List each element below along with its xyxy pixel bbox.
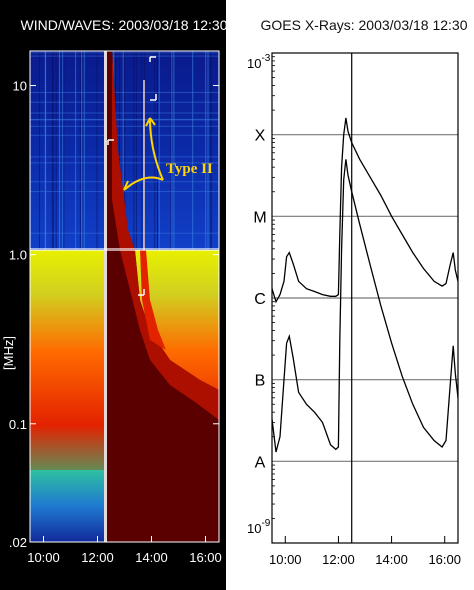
- right-x-tick-label: 10:00: [269, 552, 302, 567]
- left-y-tick-label: 0.1: [9, 417, 27, 432]
- left-y-ticks: 10 1.0 0.1 .02: [9, 79, 219, 550]
- spectrogram-band: [30, 55, 219, 57]
- right-x-tick-label: 16:00: [428, 552, 461, 567]
- burst-white-line-1: [104, 51, 107, 542]
- spectrogram-streak: [81, 51, 83, 250]
- left-x-tick-label: 14:00: [135, 550, 168, 565]
- right-x-tick-label: 12:00: [322, 552, 355, 567]
- left-x-tick-label: 16:00: [189, 550, 222, 565]
- spectrogram-streak: [83, 51, 85, 250]
- right-y-exponent-top-sup: -3: [261, 53, 270, 64]
- spectrogram-band: [30, 91, 219, 93]
- right-class-grid: [272, 134, 458, 462]
- spectrogram-streak: [55, 51, 57, 250]
- spectrogram-streak: [135, 51, 137, 250]
- spectrogram-band: [30, 162, 219, 164]
- right-y-exponent-bottom-base: 10: [247, 521, 261, 536]
- right-x-ticks: 10:00 12:00 14:00 16:00: [269, 536, 461, 567]
- spectrogram-streak: [207, 51, 209, 250]
- left-chart-title: WIND/WAVES: 2003/03/18 12:30: [21, 17, 228, 33]
- spectrogram-streak: [62, 51, 64, 250]
- right-y-ticks: X M C B A: [253, 56, 275, 519]
- spectrogram-streak: [45, 51, 47, 250]
- spectrogram-band: [30, 119, 219, 121]
- left-x-ticks: 10:00 12:00 14:00 16:00: [27, 536, 222, 565]
- spectrogram-streak: [133, 51, 135, 250]
- spectrogram-streak: [51, 51, 53, 250]
- spectrogram-streak: [96, 51, 98, 250]
- spectrogram-streak: [63, 51, 65, 250]
- class-label: B: [255, 373, 266, 390]
- left-y-axis-label: [MHz]: [1, 336, 16, 370]
- band-divider: [30, 248, 219, 251]
- spectrogram-streak: [52, 51, 54, 250]
- spectrogram-streak: [124, 51, 126, 250]
- spectrogram-streak: [59, 51, 60, 250]
- type-ii-annotation: Type II: [107, 56, 213, 296]
- spectrogram-band: [30, 191, 219, 193]
- spectrogram-band: [30, 101, 219, 103]
- spectrogram-streak: [39, 51, 40, 250]
- right-y-exponent-top: 10-3: [247, 53, 271, 71]
- right-x-tick-label: 14:00: [375, 552, 408, 567]
- burst-white-line-2: [143, 80, 145, 250]
- right-y-exponent-bottom-sup: -9: [261, 518, 270, 529]
- xray-series-group: [272, 117, 458, 453]
- spectrogram-streak: [157, 51, 158, 250]
- class-label: C: [254, 291, 266, 308]
- right-chart-title: GOES X-Rays: 2003/03/18 12:30: [260, 17, 467, 33]
- xray-series-line-1: [272, 117, 458, 304]
- spectrogram-streak: [158, 51, 160, 250]
- spectrogram-streak: [79, 51, 81, 250]
- spectrogram-band: [30, 181, 219, 183]
- spectrogram-streak: [210, 51, 212, 250]
- low-floor: [30, 470, 104, 542]
- spectrogram-streak: [170, 51, 172, 250]
- spectrogram-band: [30, 134, 219, 136]
- spectrogram-streak: [173, 51, 175, 250]
- bracket-bottom-icon: [107, 139, 145, 296]
- spectrogram-frame: [29, 50, 220, 543]
- class-label: A: [255, 454, 266, 471]
- arrow-icon: [123, 117, 164, 191]
- right-y-exponent-top-base: 10: [247, 56, 261, 71]
- left-x-tick-label: 10:00: [27, 550, 60, 565]
- spectrogram-band: [30, 125, 219, 127]
- class-label: X: [255, 128, 266, 145]
- left-y-tick-label: .02: [9, 535, 27, 550]
- spectrogram-streak: [119, 51, 120, 250]
- spectrogram-streak: [205, 51, 207, 250]
- class-label: M: [253, 209, 266, 226]
- spectrogram-band: [30, 156, 219, 158]
- right-plot-frame: [271, 52, 459, 544]
- xray-series-line-2: [272, 159, 458, 453]
- spectrogram-streak: [192, 51, 194, 250]
- type-ii-label: Type II: [166, 161, 213, 177]
- spectrogram-band: [30, 112, 219, 114]
- burst-dark-region: [104, 51, 219, 542]
- second-burst: [140, 250, 166, 350]
- spectrogram-streak: [122, 51, 124, 250]
- spectrogram-streak: [141, 51, 143, 250]
- spectrogram-streak: [154, 51, 156, 250]
- spectrogram-plot: [30, 51, 219, 542]
- bracket-top-icon: [149, 56, 157, 101]
- spectrogram-streak: [75, 51, 77, 250]
- spectrogram-streak: [171, 51, 173, 250]
- spectrogram-band: [30, 52, 219, 54]
- left-x-tick-label: 12:00: [81, 550, 114, 565]
- right-y-exponent-bottom: 10-9: [247, 518, 271, 536]
- left-y-tick-label: 1.0: [9, 248, 27, 263]
- left-y-tick-label: 10: [13, 79, 27, 94]
